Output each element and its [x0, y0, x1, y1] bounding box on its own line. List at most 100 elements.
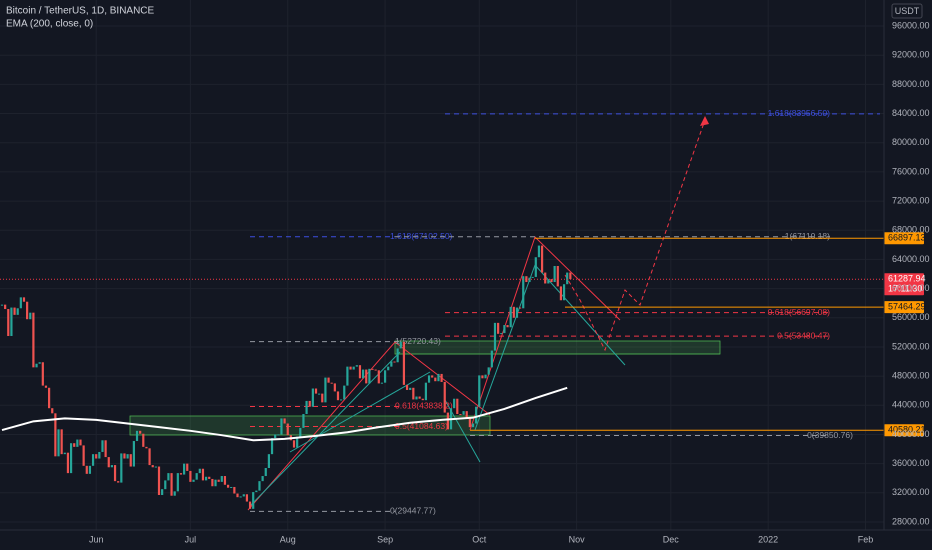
chart-title: Bitcoin / TetherUS, 1D, BINANCE [6, 6, 155, 17]
candle-body [104, 440, 107, 458]
candle-body [465, 411, 468, 419]
candle-body [459, 414, 462, 416]
candle-body [305, 400, 308, 415]
candle-body [522, 276, 525, 309]
candle-body [409, 387, 412, 390]
candle-body [26, 301, 29, 320]
y-tick-label: 84000.00 [892, 108, 930, 118]
candle-body [245, 494, 249, 502]
candle-body [66, 452, 70, 474]
candle-body [48, 387, 51, 409]
candle-body [10, 307, 13, 336]
candle-body [405, 384, 409, 390]
level-label: 1.618(83956.50) [768, 108, 831, 118]
candle-body [534, 257, 537, 277]
candle-body [500, 333, 503, 335]
candle-body [327, 377, 330, 383]
candle-body [418, 396, 421, 399]
candle-body [280, 418, 283, 435]
candle-body [151, 465, 154, 468]
price-tag [884, 301, 924, 314]
candle-body [16, 308, 19, 315]
candle-body [531, 276, 534, 278]
candle-body [380, 382, 384, 384]
candle-body [201, 468, 205, 481]
level-label: 1(67110.18) [785, 231, 830, 241]
price-tag-label: 66897.13 [888, 233, 926, 243]
candle-body [76, 439, 79, 447]
candle-body [192, 479, 195, 482]
y-tick-label: 88000.00 [892, 79, 930, 89]
candle-body [233, 486, 236, 494]
candle-body [63, 452, 66, 455]
candle-body [120, 453, 123, 483]
candle-body [377, 370, 380, 384]
price-tag-label: 40580.21 [888, 425, 926, 435]
level-label: 0.618(43838.2) [395, 401, 453, 411]
candle-body [44, 385, 48, 388]
candle-body [223, 476, 227, 485]
level-label: 0(29447.77) [390, 506, 436, 516]
candle-body [569, 272, 572, 280]
candle-body [32, 312, 35, 368]
x-tick-label: Oct [472, 534, 487, 544]
candle-body [443, 381, 446, 413]
candle-body [478, 375, 481, 407]
candle-body [493, 322, 497, 351]
candle-body [468, 418, 471, 428]
candle-body [255, 490, 258, 493]
candle-body [292, 440, 296, 448]
candle-body [79, 439, 82, 446]
candle-body [333, 383, 336, 392]
candle-body [462, 411, 465, 415]
candle-body [311, 388, 314, 407]
candles [0, 245, 572, 509]
arrow-head [700, 116, 709, 126]
price-tag-label: 57464.29 [888, 301, 926, 311]
y-tick-label: 48000.00 [892, 370, 930, 380]
candle-body [123, 453, 126, 459]
candle-body [365, 369, 368, 384]
unit-label: USDT [895, 6, 920, 16]
y-tick-label: 28000.00 [892, 516, 930, 526]
candle-body [161, 489, 164, 495]
candle-body [95, 454, 98, 459]
channel-line [474, 264, 536, 431]
y-tick-label: 36000.00 [892, 458, 930, 468]
candle-body [487, 367, 490, 375]
candle-body [562, 284, 566, 301]
indicator-label: EMA (200, close, 0) [6, 19, 93, 30]
level-label: 0.5(41084.63) [395, 421, 448, 431]
candle-body [566, 272, 569, 285]
candle-body [528, 277, 531, 283]
candle-body [236, 493, 239, 498]
candle-body [352, 366, 355, 370]
candle-body [471, 423, 475, 428]
candle-body [374, 369, 377, 371]
candle-body [183, 463, 186, 475]
candle-body [371, 368, 374, 370]
price-tag [884, 424, 924, 437]
candle-body [113, 465, 117, 482]
price-tag [884, 273, 924, 296]
y-tick-label: 64000.00 [892, 254, 930, 264]
candle-body [173, 491, 176, 496]
candle-body [230, 486, 233, 488]
candle-body [302, 414, 305, 428]
candle-body [277, 434, 280, 436]
candle-body [142, 433, 145, 447]
candle-body [145, 446, 148, 449]
candle-body [296, 436, 299, 448]
candle-body [559, 286, 563, 301]
candle-body [154, 466, 157, 468]
level-label: 0(39850.76) [807, 430, 853, 440]
candle-body [503, 325, 506, 334]
candle-body [239, 496, 242, 498]
candle-body [349, 366, 352, 370]
candle-body [556, 265, 559, 287]
candle-body [299, 427, 302, 437]
unit-box [891, 3, 923, 19]
candle-body [85, 465, 88, 474]
